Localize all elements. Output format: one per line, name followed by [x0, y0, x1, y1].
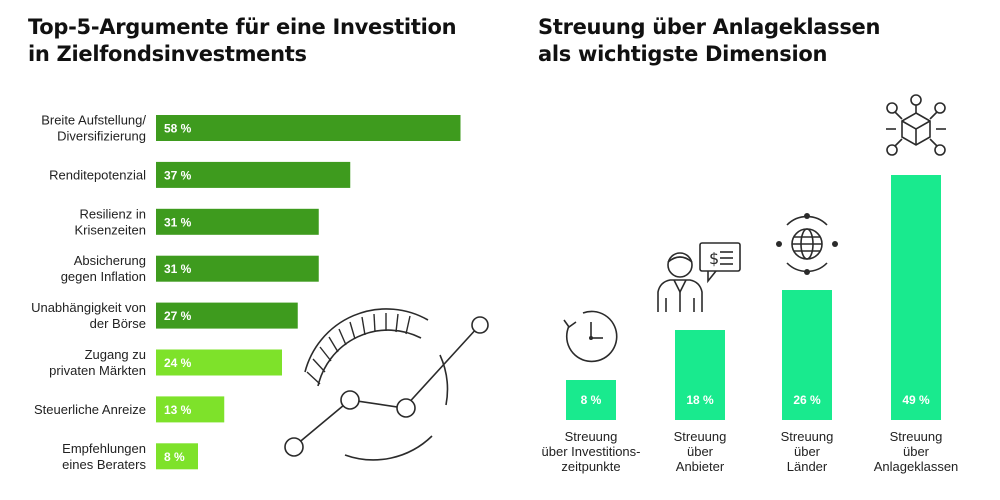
column-value-label: 26 % — [793, 393, 821, 407]
column-value-label: 49 % — [902, 393, 930, 407]
bar-value-label: 31 % — [164, 215, 192, 229]
category-label: Steuerliche Anreize — [34, 402, 146, 417]
globe-network-icon — [776, 213, 838, 275]
advisor-chat-icon: $ — [657, 242, 741, 312]
left-title-line-2: in Zielfondsinvestments — [28, 42, 307, 66]
bar-7 — [156, 396, 225, 423]
column-value-label: 18 % — [686, 393, 714, 407]
category-label: Absicherung gegen Inflation — [61, 253, 146, 284]
bar-3 — [156, 208, 319, 235]
column-category-label: Streuung über Anlageklassen — [874, 429, 959, 474]
bar-4 — [156, 255, 319, 282]
bar-value-label: 37 % — [164, 168, 192, 182]
svg-text:$: $ — [709, 249, 719, 268]
column-value-label: 8 % — [581, 393, 602, 407]
column-category-label: Streuung über Anbieter — [674, 429, 727, 474]
clock-arrow-icon — [563, 310, 618, 363]
bar-value-label: 13 % — [164, 403, 192, 417]
bar-1 — [156, 115, 461, 141]
bar-value-label: 24 % — [164, 356, 192, 370]
column-category-label: Streuung über Länder — [781, 429, 834, 474]
cube-network-icon — [886, 94, 946, 156]
bar-5 — [156, 302, 298, 329]
column-category-label: Streuung über Investitions-zeitpunkte — [542, 429, 641, 474]
bar-6 — [156, 349, 282, 376]
category-label: Zugang zu privaten Märkten — [49, 347, 146, 378]
bar-8 — [156, 443, 198, 470]
vertical-bar-chart: 8 % Streuung über Investitions-zeitpunkte 1… — [542, 175, 959, 474]
left-title-line-1: Top-5-Argumente für eine Investition — [28, 15, 457, 39]
right-title-line-1: Streuung über Anlageklassen — [538, 15, 881, 39]
bar-2 — [156, 161, 351, 188]
column-2 — [675, 330, 725, 420]
category-label: Breite Aufstellung/Diversifizierung — [41, 113, 146, 144]
horizontal-bar-chart: 58 % Breite Aufstellung/Diversifizierung 3… — [31, 113, 461, 472]
bar-value-label: 8 % — [164, 450, 185, 464]
bar-value-label: 31 % — [164, 262, 192, 276]
column-4 — [891, 175, 941, 420]
column-3 — [782, 290, 832, 420]
category-label: Renditepotenzial — [49, 167, 146, 182]
bar-value-label: 58 % — [164, 122, 192, 136]
bar-value-label: 27 % — [164, 309, 192, 323]
category-label: Empfehlungen eines Beraters — [62, 441, 146, 472]
right-title-line-2: als wichtigste Dimension — [538, 42, 828, 66]
category-label: Resilienz in Krisenzeiten — [74, 206, 146, 237]
category-label: Unabhängigkeit von der Börse — [31, 300, 146, 331]
right-chart-title: Streuung über Anlageklassen als wichtigs… — [538, 14, 978, 68]
column-1 — [566, 380, 616, 420]
left-chart-title: Top-5-Argumente für eine Investition in … — [28, 14, 498, 68]
chart-magnifier-icon — [284, 308, 489, 461]
